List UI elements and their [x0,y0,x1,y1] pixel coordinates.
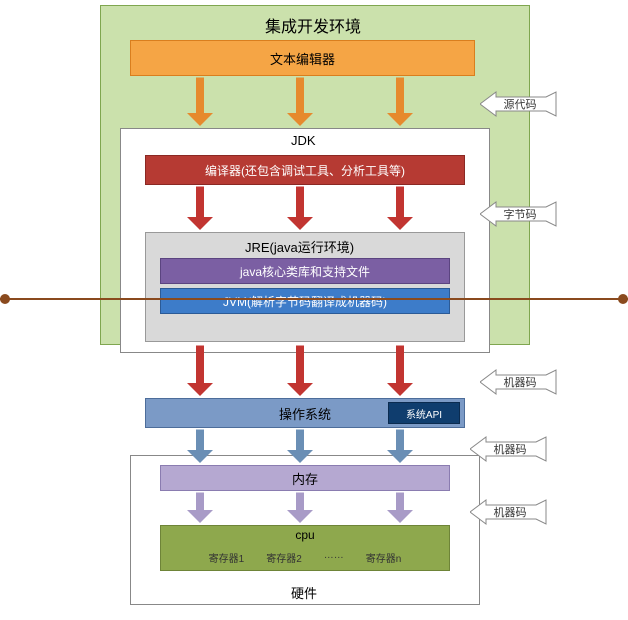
cpu-register: 寄存器1 [209,550,245,565]
cpu-label: cpu [295,528,314,542]
cpu-register: …… [324,550,344,565]
memory-label: 内存 [292,469,318,488]
memory-box: 内存 [160,465,450,491]
horizontal-rule [0,298,628,300]
callout: 源代码 [480,90,562,123]
compiler-box: 编译器(还包含调试工具、分析工具等) [145,155,465,185]
svg-text:字节码: 字节码 [504,207,537,221]
text-editor-box: 文本编辑器 [130,40,475,76]
callout: 字节码 [480,200,562,233]
hw-title: 硬件 [291,583,317,602]
os-box: 操作系统 系统API [145,398,465,428]
svg-text:源代码: 源代码 [504,97,537,111]
callout: 机器码 [470,498,552,531]
cpu-register: 寄存器2 [266,550,302,565]
hrule-endpoint-right [618,294,628,304]
jdk-title: JDK [291,133,316,148]
classlib-label: java核心类库和支持文件 [240,263,370,280]
classlib-box: java核心类库和支持文件 [160,258,450,284]
svg-text:机器码: 机器码 [494,505,527,519]
text-editor-label: 文本编辑器 [270,49,335,68]
cpu-register: 寄存器n [366,550,402,565]
jvm-label: JVM(解析字节码翻译成机器码) [223,293,387,310]
jre-title: JRE(java运行环境) [245,237,354,256]
callout: 机器码 [480,368,562,401]
callout: 机器码 [470,435,552,468]
hrule-endpoint-left [0,294,10,304]
cpu-registers: 寄存器1 寄存器2 …… 寄存器n [209,550,402,565]
svg-text:机器码: 机器码 [494,442,527,456]
compiler-label: 编译器(还包含调试工具、分析工具等) [205,162,405,179]
svg-text:机器码: 机器码 [504,375,537,389]
os-api-label: 系统API [406,406,442,421]
cpu-box: cpu 寄存器1 寄存器2 …… 寄存器n [160,525,450,571]
os-label: 操作系统 [279,404,331,423]
os-api-box: 系统API [388,402,460,424]
jvm-box: JVM(解析字节码翻译成机器码) [160,288,450,314]
ide-title: 集成开发环境 [265,13,361,37]
